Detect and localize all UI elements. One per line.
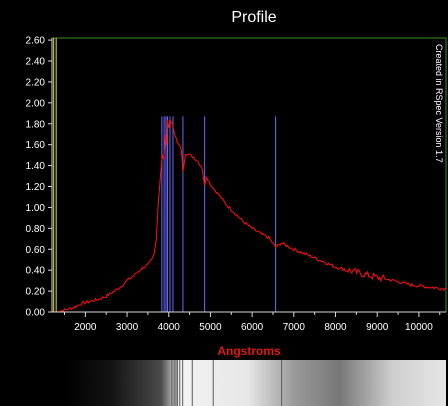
y-tick-label: 2.40 bbox=[26, 57, 46, 68]
plot-frame bbox=[51, 37, 447, 313]
y-axis-ticks: 0.00 0.20 0.40 0.60 0.80 1.00 1.20 1.40 1.60 1.80… bbox=[26, 36, 52, 319]
spectrum-strip-lines bbox=[171, 360, 283, 406]
x-tick-label: 10000 bbox=[405, 322, 433, 333]
series-line bbox=[56, 118, 447, 313]
spectral-marker-lines bbox=[161, 116, 277, 312]
x-tick-label: 4000 bbox=[158, 322, 181, 333]
x-axis-label: Angstroms bbox=[217, 344, 281, 358]
software-credit: Created in RSpec Version 1.7 bbox=[434, 44, 444, 163]
y-tick-label: 1.20 bbox=[26, 182, 46, 193]
x-tick-label: 7000 bbox=[283, 322, 306, 333]
y-tick-label: 0.20 bbox=[26, 287, 46, 298]
y-tick-label: 1.80 bbox=[26, 119, 46, 130]
y-tick-label: 1.60 bbox=[26, 140, 46, 151]
x-tick-label: 5000 bbox=[199, 322, 222, 333]
y-tick-label: 2.00 bbox=[26, 98, 46, 109]
y-tick-label: 0.80 bbox=[26, 224, 46, 235]
x-tick-label: 2000 bbox=[74, 322, 97, 333]
spectrum-strip bbox=[66, 360, 446, 406]
y-tick-label: 2.20 bbox=[26, 77, 46, 88]
x-tick-label: 8000 bbox=[324, 322, 347, 333]
y-tick-label: 1.00 bbox=[26, 203, 46, 214]
y-tick-label: 1.40 bbox=[26, 161, 46, 172]
x-tick-label: 3000 bbox=[116, 322, 139, 333]
x-tick-label: 9000 bbox=[366, 322, 389, 333]
y-tick-label: 2.60 bbox=[26, 36, 46, 47]
x-tick-label: 6000 bbox=[241, 322, 264, 333]
y-tick-label: 0.60 bbox=[26, 245, 46, 256]
chart-title: Profile bbox=[231, 9, 276, 26]
edge-lines bbox=[53, 38, 57, 312]
y-tick-label: 0.00 bbox=[26, 308, 46, 319]
x-axis-ticks: 2000 3000 4000 5000 6000 7000 8000 9000 10000 bbox=[64, 312, 441, 333]
y-tick-label: 0.40 bbox=[26, 266, 46, 277]
